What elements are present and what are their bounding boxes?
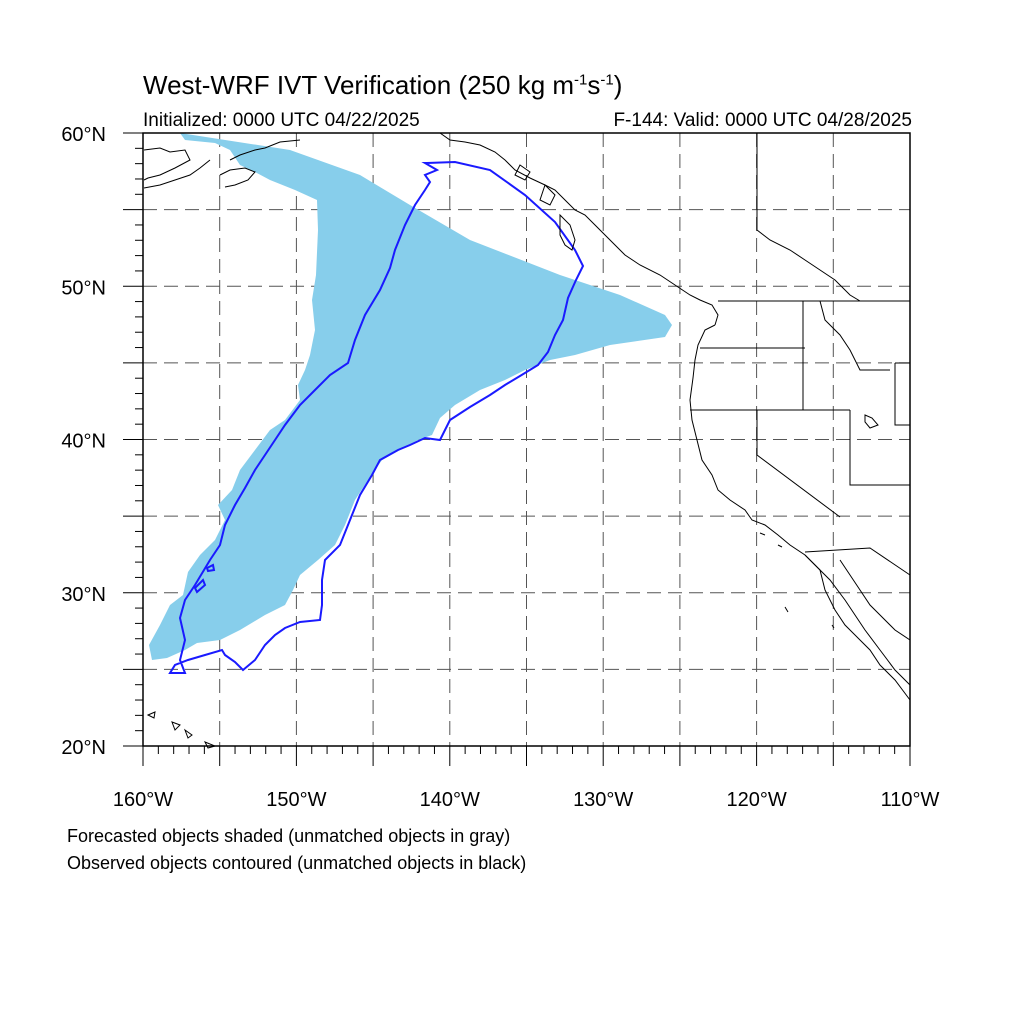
state-borders [690, 133, 911, 576]
baja-coastline [804, 554, 911, 701]
forecast-object-shading [149, 133, 672, 660]
longitude-label: 160°W [113, 789, 173, 811]
us-west-coastline [689, 324, 911, 686]
axis-ticks [123, 132, 911, 766]
latitude-label: 50°N [61, 277, 106, 299]
alaska-coastline [143, 132, 719, 326]
longitude-label: 150°W [266, 789, 326, 811]
latitude-label: 40°N [61, 431, 106, 453]
coastlines-and-borders [143, 132, 911, 749]
latitude-label: 30°N [61, 584, 106, 606]
longitude-label: 130°W [573, 789, 633, 811]
forecast-caption: Forecasted objects shaded (unmatched obj… [67, 826, 511, 846]
bc-islands [514, 164, 576, 251]
initialized-time: Initialized: 0000 UTC 04/22/2025 [143, 110, 420, 131]
latitude-label: 60°N [61, 124, 106, 146]
axis-labels: 60°N 50°N 40°N 30°N 20°N 160°W 150°W 140°W 130°W… [61, 124, 939, 811]
observed-object-contours [168, 160, 585, 674]
channel-islands [759, 532, 835, 629]
longitude-label: 110°W [881, 789, 940, 811]
observed-ivt-contour [168, 160, 585, 674]
observed-caption: Observed objects contoured (unmatched ob… [67, 853, 527, 873]
observed-ivt-contour-small [193, 578, 207, 594]
observed-ivt-contour-small [205, 563, 216, 573]
longitude-label: 140°W [420, 789, 480, 811]
chart-title: West-WRF IVT Verification (250 kg m-1s-1… [143, 70, 623, 100]
forecast-ivt-object [149, 133, 672, 660]
latitude-label: 20°N [61, 737, 106, 759]
longitude-label: 120°W [726, 789, 786, 811]
lat-lon-grid [143, 133, 910, 746]
hawaii-islands [146, 711, 217, 749]
forecast-valid-time: F-144: Valid: 0000 UTC 04/28/2025 [613, 110, 912, 131]
great-salt-lake [864, 414, 879, 429]
